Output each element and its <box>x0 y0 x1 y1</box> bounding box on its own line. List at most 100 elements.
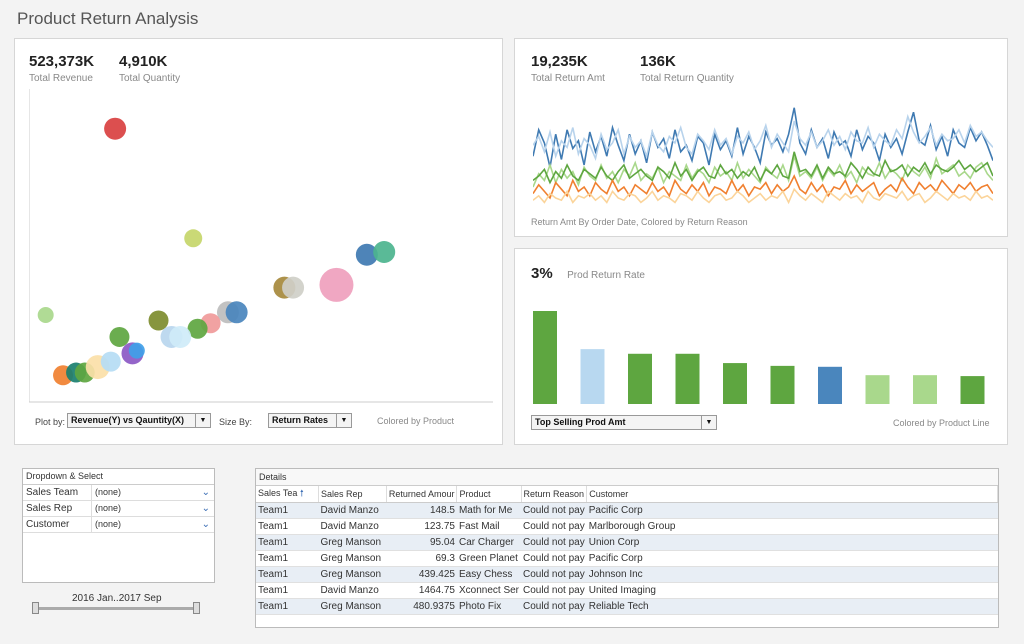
kpi-value: 136K <box>640 53 676 70</box>
table-cell: David Manzo <box>318 582 387 599</box>
table-row[interactable]: Team1 David Manzo 148.5 Math for Me Could no… <box>256 502 998 519</box>
sort-ascending-icon[interactable]: 🠕 <box>299 488 304 498</box>
table-cell: 480.9375 <box>386 598 457 615</box>
scatter-point <box>37 307 54 324</box>
column-header-sales-rep[interactable]: Sales Rep <box>318 486 387 503</box>
kpi-label: Prod Return Rate <box>567 270 645 281</box>
table-cell: Pacific Corp <box>586 550 998 567</box>
scatter-point <box>373 241 396 263</box>
scatter-point <box>184 229 203 248</box>
column-header-returned-amount[interactable]: Returned Amour <box>386 486 458 503</box>
plot-by-dropdown[interactable]: Revenue(Y) vs Qauntity(X) ▼ <box>67 413 211 428</box>
table-cell: Team1 <box>256 518 319 535</box>
table-row[interactable]: Team1 Greg Manson 69.3 Green Planet Could no… <box>256 550 998 567</box>
table-cell: Could not pay <box>521 534 587 551</box>
table-cell: Could not pay <box>521 566 587 583</box>
size-by-dropdown[interactable]: Return Rates ▼ <box>268 413 352 428</box>
kpi-label: Total Quantity <box>119 73 181 84</box>
table-cell: Xconnect Ser <box>456 582 522 599</box>
series-line-reason-6 <box>533 187 993 205</box>
slider-end-handle[interactable] <box>193 602 200 614</box>
size-by-label: Size By: <box>219 417 253 427</box>
table-cell: Could not pay <box>521 550 587 567</box>
series-line-reason-3 <box>533 153 993 188</box>
table-cell: Team1 <box>256 598 319 615</box>
table-cell: David Manzo <box>318 518 387 535</box>
table-cell: Greg Manson <box>318 534 387 551</box>
column-header-product[interactable]: Product <box>456 486 522 503</box>
kpi-label: Total Revenue <box>29 73 93 84</box>
return-amt-line-chart[interactable] <box>533 99 993 209</box>
table-cell: Greg Manson <box>318 550 387 567</box>
size-by-value: Return Rates <box>272 415 329 425</box>
chevron-down-icon: ▼ <box>195 414 210 427</box>
bar <box>818 366 842 404</box>
column-header-customer[interactable]: Customer <box>586 486 998 503</box>
table-cell: 123.75 <box>386 518 457 535</box>
table-cell: Fast Mail <box>456 518 522 535</box>
scatter-point <box>109 326 130 347</box>
bar <box>628 353 652 404</box>
selector-value: (none) <box>95 487 122 497</box>
sales-rep-select[interactable]: Sales Rep (none) ⌄ <box>23 501 214 517</box>
table-row[interactable]: Team1 David Manzo 123.75 Fast Mail Could not… <box>256 518 998 535</box>
table-header-row: Sales Tea 🠕 Sales Rep Returned Amour Pro… <box>256 486 998 503</box>
column-header-sales-team[interactable]: Sales Tea 🠕 <box>256 486 319 503</box>
bar <box>913 375 937 404</box>
scatter-point <box>128 342 145 359</box>
scatter-point <box>282 276 305 299</box>
table-cell: Pacific Corp <box>586 502 998 519</box>
customer-select[interactable]: Customer (none) ⌄ <box>23 517 214 533</box>
column-header-return-reason[interactable]: Return Reason <box>521 486 588 503</box>
kpi-prod-return-rate: 3% Prod Return Rate <box>531 265 645 283</box>
return-amt-panel: 19,235K Total Return Amt 136K Total Retu… <box>514 38 1008 237</box>
table-cell: United Imaging <box>586 582 998 599</box>
kpi-total-revenue: 523,373K Total Revenue <box>29 53 94 84</box>
scatter-colored-by: Colored by Product <box>377 416 455 426</box>
kpi-total-return-amt: 19,235K Total Return Amt <box>531 53 605 84</box>
bar-colored-by: Colored by Product Line <box>893 418 990 428</box>
table-cell: Easy Chess <box>456 566 522 583</box>
return-rate-bar-chart[interactable] <box>531 309 995 404</box>
kpi-value: 523,373K <box>29 53 95 70</box>
sales-team-select[interactable]: Sales Team (none) ⌄ <box>23 485 214 501</box>
bar <box>960 376 985 404</box>
table-cell: Team1 <box>256 566 319 583</box>
page-title: Product Return Analysis <box>17 9 199 28</box>
slider-start-handle[interactable] <box>32 602 39 614</box>
table-row[interactable]: Team1 David Manzo 1464.75 Xconnect Ser Could… <box>256 582 998 599</box>
bar <box>770 365 795 404</box>
scatter-point <box>355 243 378 266</box>
kpi-value: 3% <box>531 265 553 282</box>
table-cell: Could not pay <box>521 502 587 519</box>
date-range-slider[interactable] <box>36 607 198 610</box>
kpi-value: 4,910K <box>119 53 168 70</box>
bar <box>723 363 747 404</box>
scatter-point <box>169 325 192 348</box>
table-row[interactable]: Team1 Greg Manson 439.425 Easy Chess Could n… <box>256 566 998 583</box>
kpi-total-quantity: 4,910K Total Quantity <box>119 53 180 84</box>
table-cell: 439.425 <box>386 566 457 583</box>
table-cell: Greg Manson <box>318 598 387 615</box>
dropdown-select-panel: Dropdown & Select Sales Team (none) ⌄ Sa… <box>22 468 215 583</box>
kpi-label: Total Return Amt <box>531 73 605 84</box>
selector-label: Sales Rep <box>26 503 73 514</box>
chevron-down-icon: ⌄ <box>201 503 210 514</box>
table-cell: 95.04 <box>386 534 457 551</box>
table-row[interactable]: Team1 Greg Manson 480.9375 Photo Fix Could n… <box>256 598 998 615</box>
top-selling-dropdown[interactable]: Top Selling Prod Amt ▼ <box>531 415 717 430</box>
table-cell: Johnson Inc <box>586 566 998 583</box>
table-cell: 148.5 <box>386 502 457 519</box>
table-cell: David Manzo <box>318 502 387 519</box>
table-cell: Team1 <box>256 582 319 599</box>
scatter-point <box>104 117 127 140</box>
table-cell: 1464.75 <box>386 582 457 599</box>
plot-by-label: Plot by: <box>35 417 66 427</box>
kpi-total-return-quantity: 136K Total Return Quantity <box>640 53 734 84</box>
scatter-point <box>319 267 354 302</box>
table-row[interactable]: Team1 Greg Manson 95.04 Car Charger Could no… <box>256 534 998 551</box>
selector-value: (none) <box>95 519 122 529</box>
table-cell: Marlborough Group <box>586 518 998 535</box>
scatter-chart[interactable] <box>29 89 493 403</box>
table-cell: Could not pay <box>521 598 587 615</box>
